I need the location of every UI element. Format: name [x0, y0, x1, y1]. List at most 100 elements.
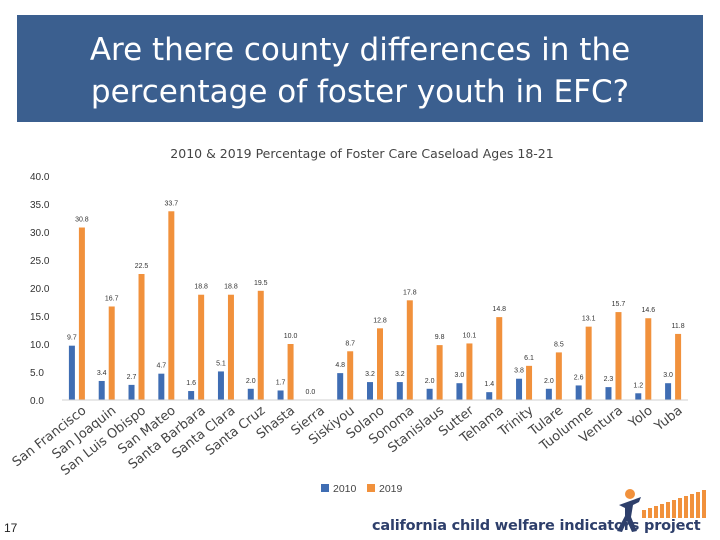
data-label-2010: 5.1 [216, 360, 226, 367]
data-label-2010: 3.0 [663, 372, 673, 379]
data-label-2010: 1.2 [633, 382, 643, 389]
bar-2019 [287, 344, 294, 400]
bar-2010 [277, 390, 284, 400]
data-label-2019: 12.8 [373, 317, 387, 324]
bar-2019 [585, 326, 592, 400]
bar-2010 [68, 345, 75, 400]
y-axis: 0.0 5.0 10.0 15.0 20.0 25.0 30.0 35.0 40.0 [30, 172, 50, 407]
data-label-2010: 0.0 [306, 389, 316, 396]
data-label-2019: 13.1 [582, 316, 596, 323]
data-label-2010: 2.0 [246, 378, 256, 385]
bar-2019 [526, 365, 533, 400]
bar-2010 [486, 392, 493, 400]
bar-2010 [98, 380, 105, 400]
bar-2019 [257, 290, 264, 400]
bar-2010 [635, 393, 642, 400]
data-label-2019: 8.7 [345, 340, 355, 347]
slide-title-line-2: percentage of foster youth in EFC? [90, 74, 630, 110]
data-label-2019: 6.1 [524, 355, 534, 362]
data-label-2019: 11.8 [672, 323, 685, 330]
bar-2010 [128, 384, 135, 400]
y-tick-label: 15.0 [30, 312, 50, 323]
y-tick-label: 10.0 [30, 340, 50, 351]
x-tick-label: Yolo [625, 403, 655, 431]
y-tick-label: 30.0 [30, 228, 50, 239]
bar-2010 [217, 371, 224, 400]
bar-2019 [675, 333, 682, 400]
bar-2019 [78, 227, 85, 400]
bar-2019 [227, 294, 234, 400]
bar-2019 [466, 343, 473, 400]
y-tick-label: 20.0 [30, 284, 50, 295]
data-label-2019: 18.8 [224, 284, 238, 291]
data-label-2010: 3.2 [365, 371, 375, 378]
bar-2010 [575, 385, 582, 400]
bar-2019 [138, 274, 145, 400]
x-tick-label: Yuba [651, 403, 685, 434]
data-label-2010: 1.4 [484, 381, 494, 388]
bar-2019 [347, 351, 354, 400]
data-label-2019: 22.5 [135, 263, 149, 270]
legend-label-2010: 2010 [333, 483, 357, 495]
bar-2019 [377, 328, 383, 400]
bar-2010 [456, 383, 463, 400]
legend-label-2019: 2019 [379, 483, 403, 495]
data-label-2019: 30.8 [75, 217, 89, 224]
title-banner: Are there county differences in the perc… [17, 15, 703, 122]
data-label-2019: 33.7 [165, 200, 179, 207]
bars [68, 211, 682, 400]
bar-2010 [545, 388, 552, 400]
bar-2010 [396, 382, 403, 400]
chart-title: 2010 & 2019 Percentage of Foster Care Ca… [170, 146, 553, 161]
data-label-2010: 2.0 [425, 378, 435, 385]
bar-2019 [168, 211, 175, 400]
y-tick-label: 40.0 [30, 172, 50, 183]
bar-2010 [665, 383, 672, 400]
data-label-2010: 2.0 [544, 378, 554, 385]
data-label-2019: 19.5 [254, 280, 268, 287]
data-label-2010: 2.7 [127, 374, 137, 381]
legend-swatch-2019 [367, 484, 375, 492]
data-label-2019: 14.8 [492, 306, 506, 313]
page-number: 17 [4, 521, 18, 535]
data-label-2019: 8.5 [554, 341, 564, 348]
logo-figure-icon [617, 489, 641, 532]
data-label-2019: 9.8 [435, 334, 445, 341]
bar-2019 [436, 345, 443, 400]
data-label-2010: 1.6 [186, 380, 196, 387]
y-tick-label: 5.0 [30, 368, 44, 379]
bar-2010 [605, 387, 612, 400]
bar-2019 [555, 352, 562, 400]
data-label-2010: 1.7 [276, 379, 286, 386]
y-tick-label: 35.0 [30, 200, 50, 211]
legend-swatch-2010 [321, 484, 329, 492]
y-tick-label: 0.0 [30, 396, 44, 407]
data-label-2019: 10.0 [284, 333, 298, 340]
data-label-2010: 9.7 [67, 335, 77, 342]
data-label-2019: 10.1 [463, 332, 477, 339]
data-label-2019: 17.8 [403, 289, 417, 296]
data-label-2010: 2.3 [604, 376, 614, 383]
data-label-2010: 3.0 [455, 372, 465, 379]
data-label-2010: 4.7 [156, 363, 166, 370]
y-tick-label: 25.0 [30, 256, 50, 267]
bar-2019 [406, 300, 413, 400]
logo-text: california child welfare indicators proj… [372, 518, 701, 534]
bar-2010 [426, 388, 433, 400]
bar-2019 [108, 306, 115, 400]
slide-title-line-1: Are there county differences in the [89, 32, 631, 68]
data-labels: 9.7 30.8 3.4 16.7 2.7 22.5 4.7 33.7 1.6 18.8 5.1 18… [67, 200, 685, 396]
data-label-2010: 3.2 [395, 371, 405, 378]
data-label-2010: 3.4 [97, 370, 107, 377]
bar-2010 [367, 382, 373, 400]
legend: 2010 2019 [321, 483, 403, 495]
data-label-2010: 3.8 [514, 368, 524, 375]
bar-2019 [645, 318, 652, 400]
bar-2019 [496, 317, 503, 400]
data-label-2019: 14.6 [641, 307, 655, 314]
bar-2010 [247, 388, 254, 400]
bar-2010 [337, 373, 344, 400]
data-label-2019: 18.8 [194, 284, 208, 291]
